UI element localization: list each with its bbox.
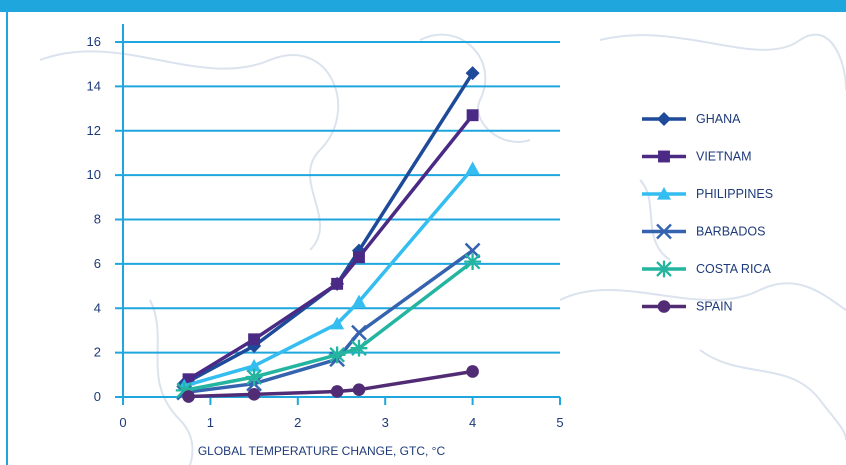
x-tick-label: 4	[469, 415, 476, 430]
y-tick-label: 16	[87, 34, 101, 49]
data-point-barbados	[464, 242, 481, 259]
gridlines	[115, 41, 560, 398]
data-point-spain	[330, 385, 344, 398]
series-spain	[182, 365, 479, 403]
y-tick-label: 2	[94, 345, 101, 360]
data-point-philippines	[247, 358, 262, 372]
x-axis-label: GLOBAL TEMPERATURE CHANGE, GTC, °C	[198, 444, 446, 458]
data-point-philippines	[465, 161, 480, 175]
legend-marker-vietnam	[658, 150, 670, 163]
legend-marker-philippines	[657, 187, 671, 200]
x-tick-label: 5	[556, 415, 563, 430]
data-point-vietnam	[182, 373, 195, 386]
data-point-spain	[352, 383, 366, 396]
data-point-vietnam	[331, 277, 344, 290]
legend-item-barbados: BARBADOS	[642, 223, 765, 240]
series-costa-rica	[175, 253, 481, 399]
series-line-ghana	[183, 72, 475, 386]
y-tick-label: 6	[94, 256, 101, 271]
data-point-vietnam	[248, 333, 261, 346]
y-tick-label: 12	[87, 123, 101, 138]
legend-item-ghana: GHANA	[642, 112, 741, 126]
data-point-ghana	[465, 66, 480, 81]
legend-label: SPAIN	[696, 300, 733, 314]
data-point-spain	[247, 388, 261, 401]
series-vietnam	[182, 109, 479, 386]
background-map-outline	[39, 33, 846, 465]
data-point-spain	[182, 390, 195, 403]
data-point-vietnam	[466, 109, 479, 122]
legend-label: GHANA	[696, 112, 741, 126]
legend-label: PHILIPPINES	[696, 187, 773, 201]
x-tick-label: 0	[119, 415, 126, 430]
series-line-spain	[188, 369, 473, 399]
y-tick-label: 0	[94, 389, 101, 404]
y-tick-label: 4	[94, 300, 101, 315]
x-tick-label: 1	[207, 415, 214, 430]
legend-marker-barbados	[656, 223, 672, 240]
y-tick-label: 10	[87, 167, 101, 182]
legend-label: BARBADOS	[696, 225, 765, 239]
legend: GHANA VIETNAM PHILIPPINES BARBADOS COSTA RIC…	[642, 112, 773, 314]
series-ghana	[177, 66, 480, 391]
legend-marker-ghana	[657, 112, 671, 126]
x-tick-label: 2	[294, 415, 301, 430]
legend-label: VIETNAM	[696, 150, 752, 164]
left-vertical-rule	[6, 12, 8, 465]
legend-marker-costa-rica	[655, 260, 673, 278]
series-layer	[175, 66, 481, 403]
legend-item-costa-rica: COSTA RICA	[642, 260, 771, 278]
data-point-costa-rica	[350, 339, 368, 357]
y-tick-label: 8	[94, 212, 101, 227]
data-point-philippines	[330, 316, 345, 330]
top-color-band	[0, 0, 846, 12]
legend-label: COSTA RICA	[696, 262, 771, 276]
data-point-barbados	[351, 324, 367, 341]
legend-item-vietnam: VIETNAM	[642, 150, 752, 164]
legend-item-philippines: PHILIPPINES	[642, 187, 773, 201]
x-tick-label: 3	[382, 415, 389, 430]
data-point-costa-rica	[328, 346, 346, 364]
y-tick-label: 14	[87, 78, 101, 93]
series-line-barbados	[183, 249, 474, 395]
data-point-costa-rica	[464, 253, 481, 271]
data-point-spain	[466, 365, 479, 378]
data-point-vietnam	[353, 251, 365, 264]
legend-item-spain: SPAIN	[642, 300, 733, 314]
data-point-philippines	[351, 294, 366, 308]
series-line-vietnam	[187, 114, 474, 381]
legend-marker-spain	[657, 300, 671, 313]
data-point-costa-rica	[245, 368, 263, 386]
